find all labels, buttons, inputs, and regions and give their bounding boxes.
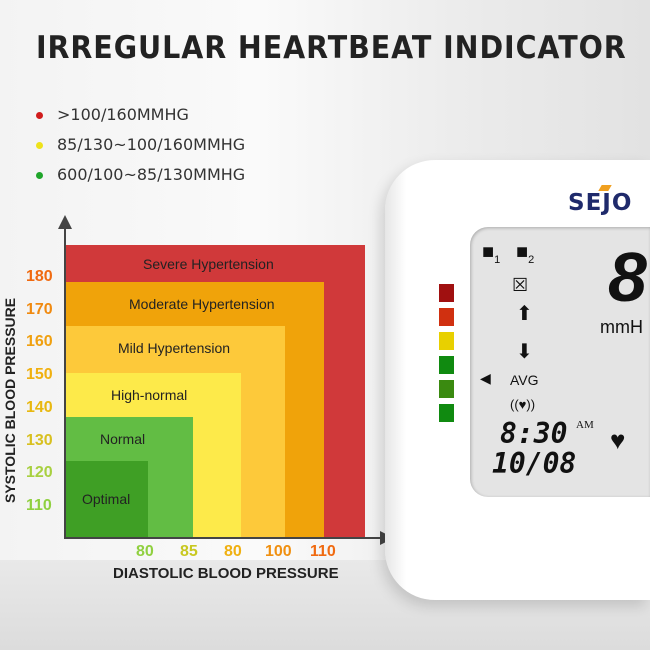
low-battery-icon: ☒ — [512, 275, 529, 295]
bp-level-indicator — [439, 284, 454, 302]
time-display: 8:30 — [500, 417, 568, 450]
y-tick-label: 110 — [26, 496, 52, 514]
bp-level-indicator — [439, 308, 454, 326]
y-tick-label: 130 — [26, 431, 53, 449]
pointer-icon: ◀ — [480, 370, 491, 386]
y-axis-title: SYSTOLIC BLOOD PRESSURE — [2, 297, 18, 503]
bp-level-indicator — [439, 356, 454, 374]
arrow-down-icon: ⬇ — [516, 341, 533, 363]
bp-level-indicator — [439, 332, 454, 350]
page-title: IRREGULAR HEARTBEAT INDICATOR — [36, 30, 627, 66]
x-tick-label: 110 — [310, 543, 336, 560]
x-tick-label: 85 — [180, 543, 198, 560]
legend-text: 85/130~100/160MMHG — [57, 135, 246, 154]
y-axis — [64, 225, 66, 539]
x-axis-title: DIASTOLIC BLOOD PRESSURE — [113, 565, 339, 582]
arrow-up-icon: ⬆ — [516, 303, 533, 325]
y-tick-label: 120 — [26, 464, 53, 482]
y-tick-label: 160 — [26, 333, 53, 351]
user-1-icon: ■1 — [482, 241, 501, 266]
legend-item-normal: 600/100~85/130MMHG — [36, 165, 245, 184]
yellow-dot-icon — [36, 142, 43, 149]
systolic-digits: 8 — [608, 238, 647, 316]
y-tick-label: 170 — [26, 300, 53, 318]
heart-icon: ♥ — [610, 425, 626, 455]
x-tick-label: 80 — [224, 543, 242, 560]
legend-item-high: >100/160MMHG — [36, 105, 189, 124]
lcd-screen: ■1 ■2 ☒ ⬆ ⬇ ◀ AVG ((♥)) 8:30 AM 10/08 8 … — [470, 227, 650, 497]
x-tick-label: 100 — [265, 543, 292, 560]
region-label: Normal — [100, 431, 146, 447]
bp-level-indicator — [439, 404, 454, 422]
ampm-label: AM — [576, 419, 594, 431]
region-optimal — [65, 461, 148, 538]
region-label: Mild Hypertension — [118, 340, 231, 356]
user-2-icon: ■2 — [516, 241, 535, 266]
bp-level-indicator — [439, 380, 454, 398]
y-tick-label: 150 — [26, 366, 53, 384]
region-label: Optimal — [82, 491, 131, 507]
legend-text: 600/100~85/130MMHG — [57, 165, 246, 184]
x-tick-label: 80 — [136, 543, 154, 560]
region-label: Severe Hypertension — [143, 256, 274, 272]
x-axis — [64, 537, 382, 539]
brand-logo: SEJO — [568, 190, 633, 216]
region-label: Moderate Hypertension — [129, 296, 275, 312]
unit-label: mmH — [600, 317, 643, 337]
region-label: High-normal — [111, 387, 188, 403]
irregular-heartbeat-icon: ((♥)) — [510, 397, 536, 412]
y-tick-label: 140 — [26, 398, 53, 416]
legend-item-medium: 85/130~100/160MMHG — [36, 135, 245, 154]
date-display: 10/08 — [492, 447, 577, 480]
y-axis-arrow-icon — [58, 215, 72, 229]
red-dot-icon — [36, 112, 43, 119]
avg-label: AVG — [510, 372, 539, 388]
legend-text: >100/160MMHG — [57, 105, 189, 124]
y-tick-label: 180 — [26, 268, 53, 285]
green-dot-icon — [36, 172, 43, 179]
